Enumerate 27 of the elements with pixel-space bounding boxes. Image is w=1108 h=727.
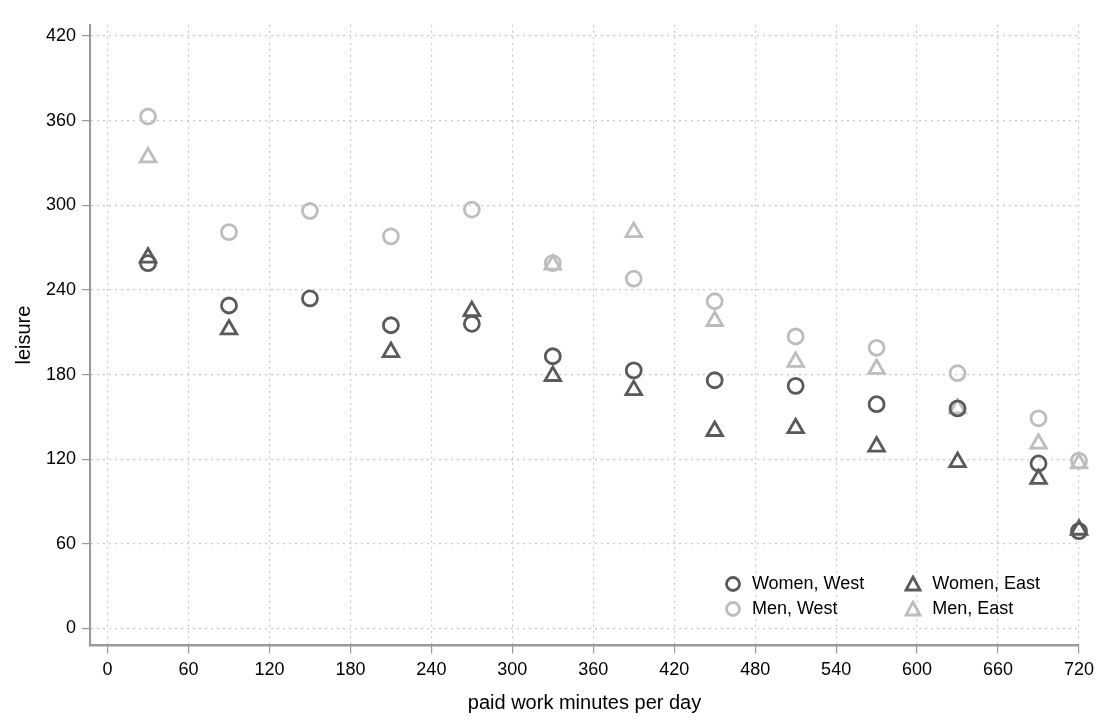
x-tick-label: 0: [102, 659, 113, 680]
x-axis-title: paid work minutes per day: [467, 690, 702, 713]
y-tick-label: 240: [45, 278, 77, 299]
x-tick-label: 360: [578, 659, 609, 680]
x-tick-label: 60: [178, 659, 199, 680]
x-tick-label: 480: [740, 659, 771, 680]
y-tick-label: 0: [66, 617, 77, 638]
x-tick-label: 720: [1063, 659, 1095, 680]
x-tick-label: 660: [983, 659, 1014, 680]
y-tick-label: 180: [45, 363, 77, 384]
y-tick-label: 300: [45, 194, 77, 215]
legend-label: Women, East: [932, 573, 1040, 594]
legend-label: Men, West: [751, 598, 838, 619]
y-tick-label: 360: [45, 109, 77, 130]
y-tick-label: 60: [56, 532, 77, 553]
y-axis-title: leisure: [11, 305, 34, 365]
x-tick-label: 300: [497, 659, 528, 680]
x-tick-label: 420: [659, 659, 690, 680]
y-tick-label: 420: [45, 25, 77, 46]
x-tick-label: 120: [254, 659, 285, 680]
x-tick-label: 540: [821, 659, 852, 680]
x-tick-label: 180: [335, 659, 366, 680]
legend-label: Women, West: [751, 573, 865, 594]
y-tick-label: 120: [45, 448, 77, 469]
legend-label: Men, East: [932, 598, 1014, 619]
x-tick-label: 240: [416, 659, 447, 680]
x-tick-label: 600: [902, 659, 933, 680]
